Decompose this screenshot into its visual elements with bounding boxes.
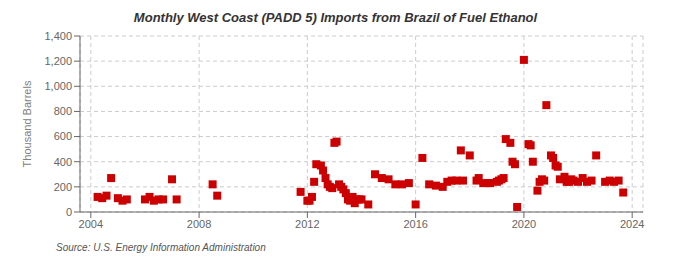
- svg-text:400: 400: [54, 156, 72, 168]
- svg-text:0: 0: [66, 206, 72, 218]
- svg-text:200: 200: [54, 181, 72, 193]
- svg-text:1,000: 1,000: [44, 80, 72, 92]
- svg-text:600: 600: [54, 130, 72, 142]
- svg-text:2004: 2004: [79, 218, 103, 230]
- html-text:Monthly West Coast (PADD 5) Im: Monthly West Coast (PADD 5) Imports from…: [133, 10, 538, 25]
- svg-text:2024: 2024: [620, 218, 644, 230]
- svg-text:1,400: 1,400: [44, 30, 72, 42]
- svg-text:2016: 2016: [403, 218, 427, 230]
- svg-text:Thousand Barrels: Thousand Barrels: [21, 80, 33, 167]
- html-text:Source: U.S. Energy Informatio: Source: U.S. Energy Information Administ…: [56, 242, 266, 253]
- svg-text:2020: 2020: [512, 218, 536, 230]
- svg-text:2008: 2008: [187, 218, 211, 230]
- svg-text:1,200: 1,200: [44, 55, 72, 67]
- svg-text:800: 800: [54, 105, 72, 117]
- svg-text:2012: 2012: [295, 218, 319, 230]
